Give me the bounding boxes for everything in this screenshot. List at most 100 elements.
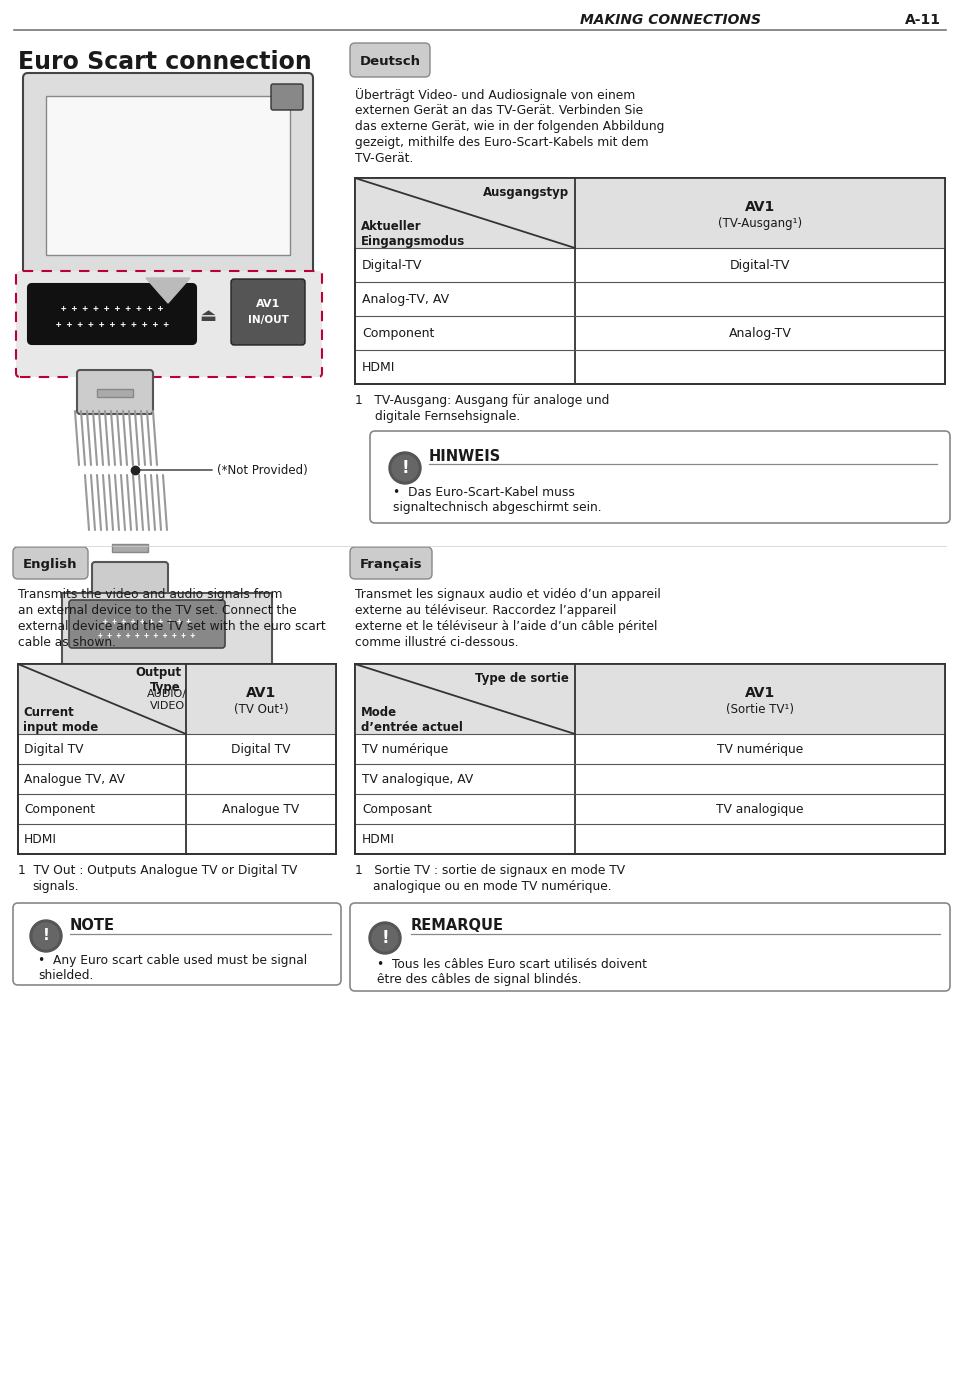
Text: !: ! xyxy=(42,929,49,944)
Text: •  Any Euro scart cable used must be signal
shielded.: • Any Euro scart cable used must be sign… xyxy=(38,954,307,983)
Text: Euro Scart connection: Euro Scart connection xyxy=(18,50,312,75)
Text: Aktueller
Eingangsmodus: Aktueller Eingangsmodus xyxy=(361,220,466,247)
Text: Component: Component xyxy=(362,326,434,340)
Text: Analog-TV: Analog-TV xyxy=(729,326,791,340)
Bar xyxy=(575,178,945,247)
Text: Deutsch: Deutsch xyxy=(359,54,420,68)
Text: + + + + + + + + + + +: + + + + + + + + + + + xyxy=(56,319,168,329)
Bar xyxy=(355,178,945,384)
Circle shape xyxy=(30,920,62,952)
FancyBboxPatch shape xyxy=(23,73,313,278)
Text: analogique ou en mode TV numérique.: analogique ou en mode TV numérique. xyxy=(373,880,612,893)
Text: Type de sortie: Type de sortie xyxy=(475,672,569,684)
Text: ⏏: ⏏ xyxy=(200,307,217,325)
Text: Analog-TV, AV: Analog-TV, AV xyxy=(362,293,449,305)
Text: AV1: AV1 xyxy=(745,685,775,701)
Text: Ausgangstyp: Ausgangstyp xyxy=(483,185,569,199)
FancyBboxPatch shape xyxy=(16,271,322,377)
Text: TV analogique, AV: TV analogique, AV xyxy=(362,773,473,785)
Text: TV numérique: TV numérique xyxy=(717,742,804,756)
Bar xyxy=(46,95,290,256)
Text: HINWEIS: HINWEIS xyxy=(429,449,501,463)
Text: A-11: A-11 xyxy=(905,12,941,28)
Bar xyxy=(575,663,945,734)
Text: (TV Out¹): (TV Out¹) xyxy=(233,702,288,716)
Text: Digital TV: Digital TV xyxy=(231,742,291,756)
Text: gezeigt, mithilfe des Euro-Scart-Kabels mit dem: gezeigt, mithilfe des Euro-Scart-Kabels … xyxy=(355,135,649,149)
Text: •  Tous les câbles Euro scart utilisés doivent
être des câbles de signal blindés: • Tous les câbles Euro scart utilisés do… xyxy=(377,958,647,985)
FancyBboxPatch shape xyxy=(28,283,196,344)
Text: English: English xyxy=(23,557,77,571)
Text: (*Not Provided): (*Not Provided) xyxy=(217,463,308,477)
FancyBboxPatch shape xyxy=(77,370,153,415)
Text: (Sortie TV¹): (Sortie TV¹) xyxy=(726,702,794,716)
Text: HDMI: HDMI xyxy=(362,832,395,846)
Text: cable as shown.: cable as shown. xyxy=(18,636,116,650)
Text: Digital-TV: Digital-TV xyxy=(730,258,790,271)
FancyBboxPatch shape xyxy=(231,279,305,346)
Text: HDMI: HDMI xyxy=(362,361,396,373)
FancyBboxPatch shape xyxy=(271,84,303,111)
Text: signals.: signals. xyxy=(32,880,79,893)
Bar xyxy=(355,663,945,854)
Text: 1   Sortie TV : sortie de signaux en mode TV: 1 Sortie TV : sortie de signaux en mode … xyxy=(355,864,625,878)
Text: AV1: AV1 xyxy=(745,200,775,214)
Bar xyxy=(18,663,336,854)
Text: Transmet les signaux audio et vidéo d’un appareil: Transmet les signaux audio et vidéo d’un… xyxy=(355,587,660,601)
Text: TV-Gerät.: TV-Gerät. xyxy=(355,152,414,164)
FancyBboxPatch shape xyxy=(350,902,950,991)
Text: AUDIO/
VIDEO: AUDIO/ VIDEO xyxy=(147,690,187,710)
Text: Transmits the video and audio signals from: Transmits the video and audio signals fr… xyxy=(18,587,282,601)
Text: TV numérique: TV numérique xyxy=(362,742,448,756)
Text: + + + + + + + + + +: + + + + + + + + + + xyxy=(103,616,191,626)
FancyBboxPatch shape xyxy=(370,431,950,522)
Text: externe au téléviseur. Raccordez l’appareil: externe au téléviseur. Raccordez l’appar… xyxy=(355,604,616,616)
Text: Composant: Composant xyxy=(362,803,432,815)
FancyBboxPatch shape xyxy=(69,600,225,648)
Text: Überträgt Video- und Audiosignale von einem: Überträgt Video- und Audiosignale von ei… xyxy=(355,88,636,102)
Text: AV1: AV1 xyxy=(246,685,276,701)
Text: !: ! xyxy=(401,459,409,477)
Bar xyxy=(355,178,575,247)
Bar xyxy=(355,663,575,734)
Text: NOTE: NOTE xyxy=(70,919,115,933)
Text: + + + + + + + + + +: + + + + + + + + + + xyxy=(60,304,163,312)
FancyBboxPatch shape xyxy=(92,562,168,605)
Circle shape xyxy=(33,923,59,949)
Circle shape xyxy=(389,452,421,484)
FancyBboxPatch shape xyxy=(350,547,432,579)
Text: REMARQUE: REMARQUE xyxy=(411,919,504,933)
Polygon shape xyxy=(146,278,190,303)
Text: an external device to the TV set. Connect the: an external device to the TV set. Connec… xyxy=(18,604,297,616)
Text: Digital-TV: Digital-TV xyxy=(362,258,422,271)
Bar xyxy=(186,663,336,734)
Text: Mode
d’entrée actuel: Mode d’entrée actuel xyxy=(361,706,463,734)
Text: HDMI: HDMI xyxy=(24,832,57,846)
FancyBboxPatch shape xyxy=(13,547,88,579)
Circle shape xyxy=(392,455,418,481)
Text: Français: Français xyxy=(360,557,422,571)
Text: externen Gerät an das TV-Gerät. Verbinden Sie: externen Gerät an das TV-Gerät. Verbinde… xyxy=(355,104,643,117)
Text: IN/OUT: IN/OUT xyxy=(248,315,288,325)
Text: Component: Component xyxy=(24,803,95,815)
Text: das externe Gerät, wie in der folgenden Abbildung: das externe Gerät, wie in der folgenden … xyxy=(355,120,664,133)
Bar xyxy=(18,663,186,734)
FancyBboxPatch shape xyxy=(13,902,341,985)
Text: AV1: AV1 xyxy=(256,299,280,310)
Text: 1   TV-Ausgang: Ausgang für analoge und: 1 TV-Ausgang: Ausgang für analoge und xyxy=(355,394,610,408)
Text: comme illustré ci-dessous.: comme illustré ci-dessous. xyxy=(355,636,518,650)
FancyBboxPatch shape xyxy=(350,43,430,77)
Text: (TV-Ausgang¹): (TV-Ausgang¹) xyxy=(718,217,802,229)
Bar xyxy=(112,545,148,551)
Text: 1  TV Out : Outputs Analogue TV or Digital TV: 1 TV Out : Outputs Analogue TV or Digita… xyxy=(18,864,298,878)
Text: MAKING CONNECTIONS: MAKING CONNECTIONS xyxy=(580,12,761,28)
Circle shape xyxy=(369,922,401,954)
Circle shape xyxy=(372,925,398,951)
Bar xyxy=(97,388,133,397)
Text: TV analogique: TV analogique xyxy=(716,803,804,815)
Text: !: ! xyxy=(381,929,389,947)
Text: Analogue TV, AV: Analogue TV, AV xyxy=(24,773,125,785)
Text: Analogue TV: Analogue TV xyxy=(223,803,300,815)
Text: digitale Fernsehsignale.: digitale Fernsehsignale. xyxy=(375,410,520,423)
Text: Output
Type: Output Type xyxy=(134,666,181,694)
